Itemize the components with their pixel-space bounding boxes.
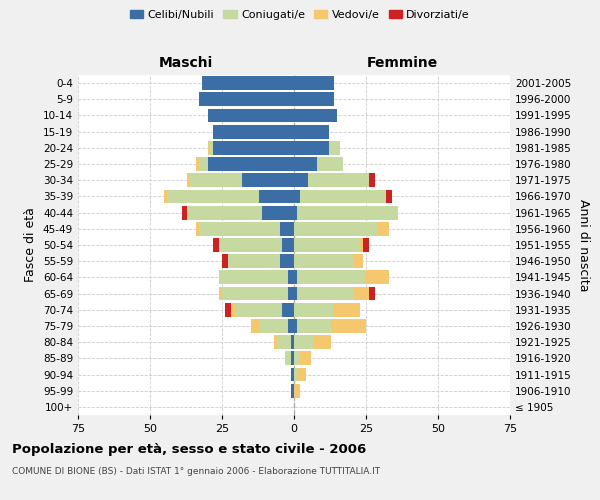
- Bar: [294, 238, 360, 252]
- Bar: [294, 319, 297, 333]
- Bar: [294, 368, 297, 382]
- Bar: [294, 206, 297, 220]
- Bar: [294, 174, 308, 187]
- Bar: [202, 76, 294, 90]
- Bar: [297, 286, 355, 300]
- Bar: [228, 254, 280, 268]
- Bar: [288, 270, 294, 284]
- Bar: [164, 190, 167, 203]
- Bar: [291, 352, 294, 365]
- Bar: [167, 190, 259, 203]
- Bar: [214, 141, 294, 154]
- Bar: [297, 270, 366, 284]
- Bar: [208, 108, 294, 122]
- Bar: [294, 352, 300, 365]
- Y-axis label: Fasce di età: Fasce di età: [25, 208, 37, 282]
- Bar: [300, 352, 311, 365]
- Bar: [366, 270, 389, 284]
- Bar: [360, 238, 363, 252]
- Bar: [308, 174, 369, 187]
- Bar: [291, 336, 294, 349]
- Bar: [369, 286, 374, 300]
- Bar: [369, 174, 374, 187]
- Bar: [294, 76, 334, 90]
- Bar: [294, 286, 297, 300]
- Bar: [230, 303, 236, 316]
- Bar: [329, 141, 340, 154]
- Bar: [386, 190, 392, 203]
- Bar: [199, 222, 280, 235]
- Bar: [219, 238, 283, 252]
- Bar: [297, 368, 305, 382]
- Text: Maschi: Maschi: [159, 56, 213, 70]
- Bar: [294, 92, 334, 106]
- Bar: [300, 190, 386, 203]
- Bar: [294, 108, 337, 122]
- Bar: [294, 270, 297, 284]
- Bar: [294, 336, 314, 349]
- Bar: [294, 190, 300, 203]
- Bar: [314, 336, 331, 349]
- Bar: [196, 222, 199, 235]
- Bar: [297, 319, 331, 333]
- Bar: [294, 303, 334, 316]
- Bar: [199, 92, 294, 106]
- Text: Popolazione per età, sesso e stato civile - 2006: Popolazione per età, sesso e stato civil…: [12, 442, 366, 456]
- Bar: [331, 319, 366, 333]
- Bar: [236, 303, 283, 316]
- Bar: [355, 254, 363, 268]
- Bar: [334, 303, 360, 316]
- Bar: [187, 174, 190, 187]
- Bar: [262, 206, 294, 220]
- Bar: [187, 206, 262, 220]
- Bar: [294, 141, 329, 154]
- Bar: [317, 157, 343, 171]
- Bar: [274, 336, 277, 349]
- Bar: [288, 319, 294, 333]
- Text: Femmine: Femmine: [367, 56, 437, 70]
- Bar: [196, 157, 199, 171]
- Bar: [259, 319, 288, 333]
- Bar: [294, 384, 300, 398]
- Bar: [288, 286, 294, 300]
- Bar: [280, 222, 294, 235]
- Bar: [214, 125, 294, 138]
- Bar: [222, 286, 288, 300]
- Bar: [208, 141, 211, 154]
- Bar: [182, 206, 187, 220]
- Bar: [283, 238, 294, 252]
- Bar: [242, 174, 294, 187]
- Bar: [291, 368, 294, 382]
- Bar: [377, 222, 389, 235]
- Bar: [280, 254, 294, 268]
- Bar: [294, 125, 329, 138]
- Bar: [211, 141, 214, 154]
- Y-axis label: Anni di nascita: Anni di nascita: [577, 198, 590, 291]
- Bar: [225, 303, 230, 316]
- Bar: [294, 254, 355, 268]
- Bar: [222, 254, 228, 268]
- Bar: [291, 384, 294, 398]
- Bar: [214, 238, 219, 252]
- Bar: [363, 238, 369, 252]
- Text: COMUNE DI BIONE (BS) - Dati ISTAT 1° gennaio 2006 - Elaborazione TUTTITALIA.IT: COMUNE DI BIONE (BS) - Dati ISTAT 1° gen…: [12, 468, 380, 476]
- Bar: [199, 157, 208, 171]
- Bar: [208, 157, 294, 171]
- Bar: [355, 286, 369, 300]
- Bar: [286, 352, 291, 365]
- Bar: [294, 157, 317, 171]
- Bar: [277, 336, 291, 349]
- Bar: [251, 319, 259, 333]
- Bar: [259, 190, 294, 203]
- Legend: Celibi/Nubili, Coniugati/e, Vedovi/e, Divorziati/e: Celibi/Nubili, Coniugati/e, Vedovi/e, Di…: [125, 6, 475, 25]
- Bar: [294, 222, 377, 235]
- Bar: [219, 270, 288, 284]
- Bar: [283, 303, 294, 316]
- Bar: [190, 174, 242, 187]
- Bar: [219, 286, 222, 300]
- Bar: [297, 206, 398, 220]
